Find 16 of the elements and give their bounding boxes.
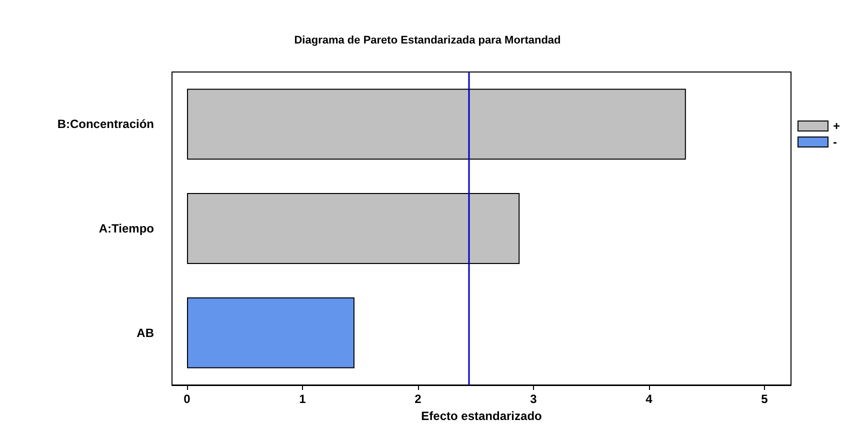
x-tick-label: 1 bbox=[299, 392, 306, 406]
chart-title: Diagrama de Pareto Estandarizada para Mortandad bbox=[294, 34, 561, 46]
x-tick-label: 0 bbox=[184, 392, 191, 406]
legend-label: - bbox=[832, 135, 837, 149]
y-tick-label: AB bbox=[136, 326, 154, 340]
bar bbox=[187, 193, 520, 264]
bar bbox=[187, 88, 686, 160]
y-tick-label: A:Tiempo bbox=[98, 222, 154, 236]
x-tick-label: 5 bbox=[761, 392, 768, 406]
x-axis-title: Efecto estandarizado bbox=[421, 408, 542, 423]
x-tick-label: 2 bbox=[414, 392, 422, 406]
x-tick-label: 4 bbox=[646, 392, 653, 406]
bar bbox=[187, 297, 354, 368]
y-tick-label: B:Concentración bbox=[57, 117, 154, 132]
x-tick-label: 3 bbox=[530, 392, 538, 406]
legend-label: + bbox=[832, 119, 840, 133]
